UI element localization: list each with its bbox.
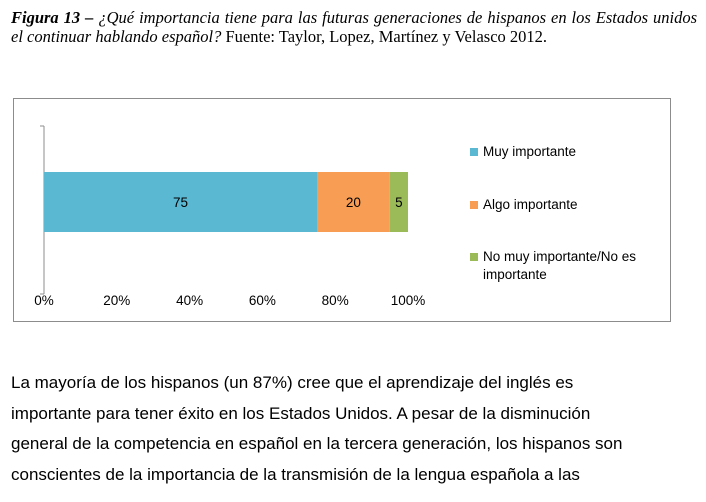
- data-label: 20: [346, 195, 361, 210]
- x-tick-label: 60%: [249, 293, 276, 308]
- body-line: general de la competencia en español en …: [11, 434, 623, 453]
- legend-swatch-green: [470, 253, 478, 261]
- legend-swatch-blue: [470, 148, 478, 156]
- body-paragraph: La mayoría de los hispanos (un 87%) cree…: [11, 368, 697, 490]
- data-label: 5: [395, 195, 403, 210]
- body-line: La mayoría de los hispanos (un 87%) cree…: [11, 373, 574, 392]
- legend-label: Algo importante: [483, 197, 578, 212]
- bar-segment-1: [44, 172, 317, 232]
- body-line: conscientes de la importancia de la tran…: [11, 464, 580, 484]
- stacked-bar-chart: 75 20 5 0% 20% 40% 60% 80% 100%: [34, 125, 426, 308]
- body-line: importante para tener éxito en los Estad…: [11, 403, 591, 423]
- figure-caption: Figura 13 – ¿Qué importancia tiene para …: [11, 8, 697, 46]
- legend-label: No muy importante/No es importante: [483, 249, 637, 282]
- legend-item-no-muy-importante: No muy importante/No es importante: [470, 248, 668, 284]
- x-tick-label: 20%: [103, 293, 130, 308]
- figure-source: Fuente: Taylor, Lopez, Martínez y Velasc…: [221, 27, 548, 46]
- legend-swatch-orange: [470, 201, 478, 209]
- figure-question: ¿Qué importancia tiene para las futuras …: [11, 8, 698, 46]
- chart-container: 75 20 5 0% 20% 40% 60% 80% 100% Muy importante A…: [13, 98, 671, 322]
- x-tick-label: 0%: [34, 293, 54, 308]
- legend-item-muy-importante: Muy importante: [470, 143, 668, 161]
- legend-label: Muy importante: [483, 144, 577, 159]
- figure-label: Figura 13: [11, 8, 81, 27]
- legend-item-algo-importante: Algo importante: [470, 196, 668, 214]
- x-tick-label: 40%: [176, 293, 203, 308]
- x-tick-label: 100%: [391, 293, 426, 308]
- caption-dash: –: [80, 8, 99, 27]
- data-label: 75: [173, 195, 188, 210]
- bar-segment-2: [317, 172, 390, 232]
- bar-segment-3: [389, 172, 408, 232]
- x-tick-label: 80%: [322, 293, 349, 308]
